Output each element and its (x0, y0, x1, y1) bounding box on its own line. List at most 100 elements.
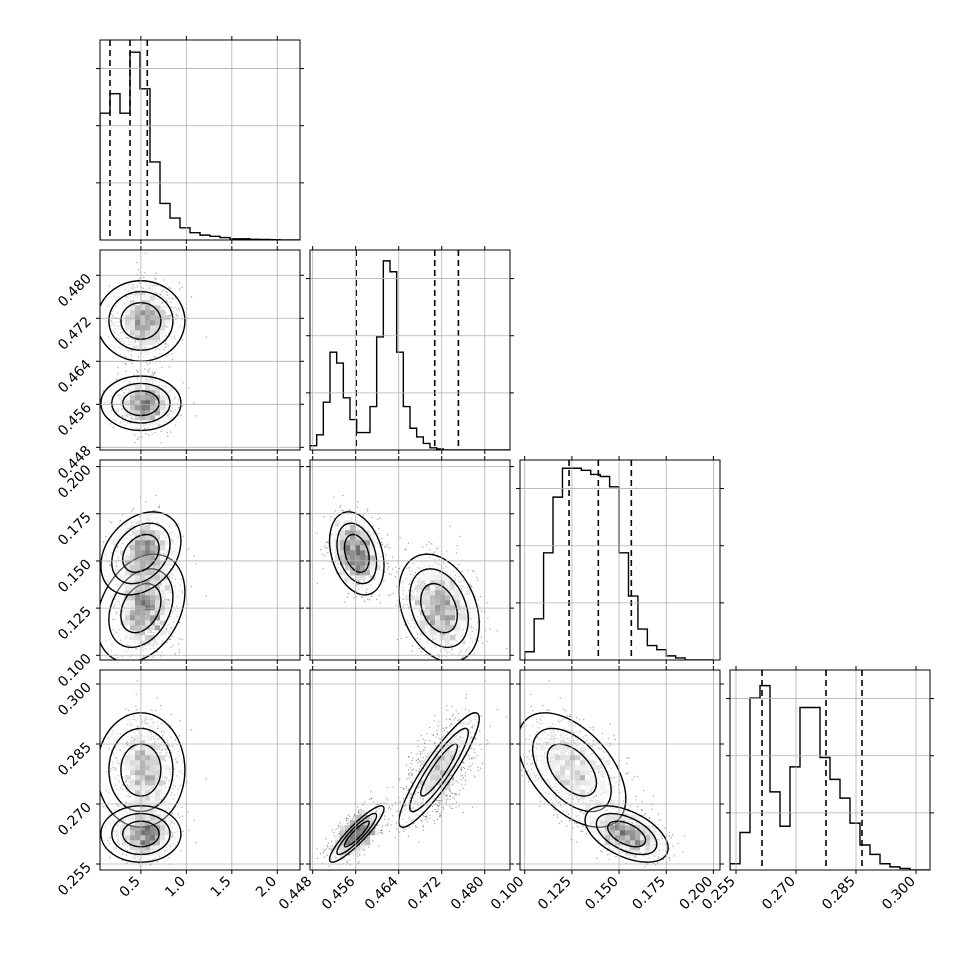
sample-point (159, 294, 162, 296)
sample-point (539, 805, 541, 807)
density-cell (165, 410, 171, 416)
density-cell (125, 815, 131, 821)
sample-point (166, 294, 168, 297)
sample-point (589, 744, 591, 747)
sample-point (346, 596, 349, 598)
sample-point (631, 822, 633, 824)
density-cell (160, 530, 166, 536)
density-cell (555, 740, 561, 746)
density-cell (145, 750, 151, 756)
sample-point (411, 769, 413, 771)
sample-point (336, 563, 338, 565)
density-cell (125, 570, 131, 576)
sample-point (417, 791, 420, 794)
sample-point (151, 433, 153, 435)
sample-point (411, 617, 413, 620)
density-cell (125, 550, 131, 556)
sample-point (144, 272, 146, 274)
density-cell (460, 610, 466, 616)
sample-point (342, 494, 344, 497)
sample-point (174, 297, 176, 299)
sample-point (419, 641, 421, 643)
density-cell (450, 580, 456, 586)
density-cell (130, 605, 136, 611)
sample-point (149, 666, 150, 667)
density-cell (455, 740, 461, 746)
sample-point (116, 546, 118, 548)
sample-point (119, 353, 122, 355)
density-cell (160, 755, 166, 761)
sample-point (130, 358, 132, 360)
sample-point (411, 759, 413, 762)
density-cell (135, 600, 141, 606)
density-cell (580, 755, 586, 761)
density-cell (600, 785, 606, 791)
sample-point (601, 766, 603, 768)
sample-point (455, 709, 457, 712)
density-cell (135, 590, 141, 596)
density-cell (375, 560, 381, 566)
density-cell (155, 390, 161, 396)
sample-point (126, 862, 128, 864)
sample-point (531, 762, 534, 765)
sample-point (164, 849, 167, 852)
sample-point (452, 777, 454, 780)
sample-point (195, 415, 197, 417)
sample-point (156, 727, 158, 730)
density-cell (150, 800, 156, 806)
sample-point (121, 859, 123, 861)
sample-point (133, 294, 136, 296)
density-cell (450, 740, 456, 746)
density-cell (150, 340, 156, 346)
contour-level (328, 511, 385, 596)
density-cell (145, 605, 151, 611)
density-cell (160, 760, 166, 766)
density-cell (345, 530, 351, 536)
sample-point (368, 846, 370, 848)
density-cell (155, 380, 161, 386)
sample-point (607, 783, 610, 785)
sample-point (345, 817, 348, 820)
sample-point (125, 801, 127, 803)
density-cell (590, 775, 596, 781)
density-cell (150, 610, 156, 616)
sample-point (420, 820, 423, 822)
sample-point (396, 747, 399, 750)
sample-point (635, 856, 637, 858)
density-cell (135, 840, 141, 846)
sample-point (121, 320, 123, 322)
sample-point (108, 791, 110, 794)
sample-point (472, 641, 474, 643)
sample-point (462, 755, 464, 757)
sample-point (422, 825, 425, 828)
sample-point (158, 348, 161, 351)
sample-point (153, 371, 156, 374)
sample-point (357, 501, 359, 503)
sample-point (439, 812, 441, 815)
sample-point (586, 793, 588, 795)
sample-point (172, 645, 174, 647)
sample-point (472, 727, 474, 729)
density-cell (465, 745, 471, 751)
density-cell (460, 745, 466, 751)
sample-point (608, 858, 610, 861)
sample-point (398, 778, 401, 780)
density-cell (155, 335, 161, 341)
sample-point (562, 732, 564, 735)
sample-point (157, 506, 160, 508)
density-cell (365, 835, 371, 841)
sample-point (425, 631, 427, 633)
sample-point (538, 727, 540, 729)
sample-point (346, 860, 348, 863)
sample-point (392, 592, 394, 595)
sample-point (174, 785, 177, 788)
sample-point (386, 543, 389, 545)
sample-point (528, 750, 530, 752)
sample-point (107, 611, 109, 613)
density-cell (340, 535, 346, 541)
sample-point (576, 738, 579, 741)
density-cell (565, 780, 571, 786)
sample-point (172, 798, 174, 800)
sample-point (371, 516, 373, 519)
sample-point (152, 858, 154, 861)
